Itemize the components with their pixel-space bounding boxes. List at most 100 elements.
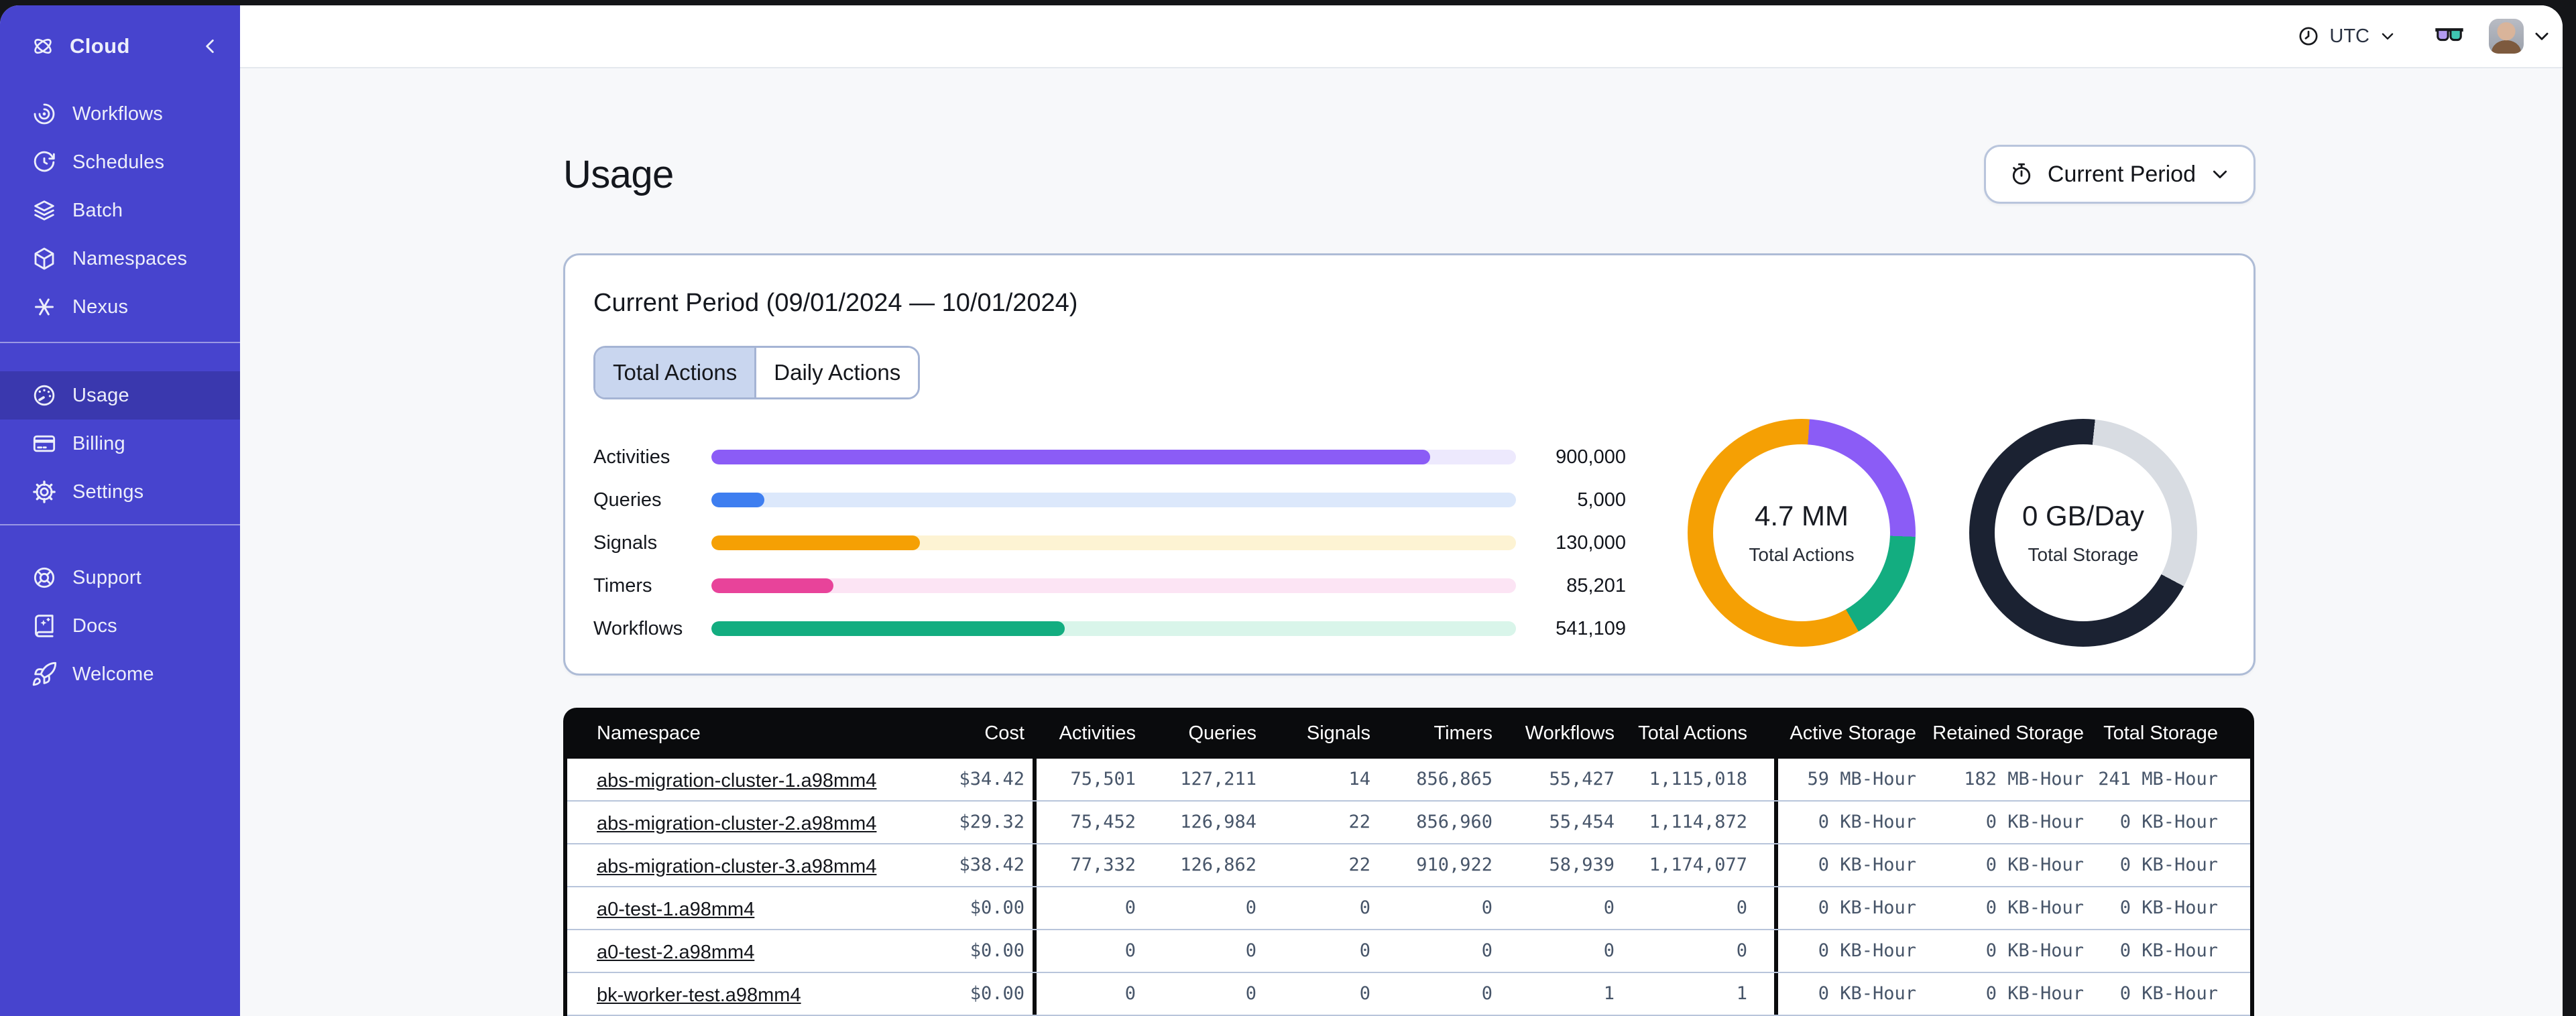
total-actions-donut: 4.7 MM Total Actions (1688, 419, 1916, 647)
sidebar-item-label: Schedules (72, 151, 165, 173)
bar-label: Signals (593, 531, 658, 554)
sidebar-item-label: Welcome (72, 663, 154, 685)
period-selector-button[interactable]: Current Period (1983, 145, 2256, 204)
stopwatch-icon (2009, 162, 2034, 187)
schedules-icon (31, 149, 58, 176)
col-header-retained-storage: Retained Storage (1932, 722, 2084, 744)
namespace-link[interactable]: a0-test-1.a98mm4 (597, 899, 755, 920)
namespace-link[interactable]: a0-test-2.a98mm4 (597, 942, 755, 963)
retained-storage-cell: 0 KB-Hour (1985, 854, 2084, 875)
sidebar-item-support[interactable]: Support (0, 554, 240, 602)
sidebar-item-billing[interactable]: Billing (0, 420, 240, 468)
namespace-cell: a0-test-1.a98mm4 (567, 887, 902, 929)
col-header-workflows: Workflows (1525, 722, 1615, 744)
col-header-timers: Timers (1433, 722, 1492, 744)
retained-storage-cell: 182 MB-Hour (1964, 769, 2084, 789)
bar-track (711, 493, 1516, 507)
timezone-selector[interactable]: UTC (2297, 25, 2396, 48)
signals-cell: 0 (1359, 940, 1370, 961)
bar-fill (711, 578, 834, 593)
namespace-link[interactable]: abs-migration-cluster-3.a98mm4 (597, 856, 877, 877)
active-storage-cell: 0 KB-Hour (1774, 930, 1924, 972)
page-title: Usage (563, 152, 674, 196)
col-header-activities: Activities (1033, 708, 1144, 759)
brand-label: Cloud (70, 34, 130, 58)
account-menu-button[interactable] (2532, 26, 2552, 46)
bar-label: Queries (593, 489, 662, 511)
sidebar-item-schedules[interactable]: Schedules (0, 138, 240, 186)
retained-storage-cell: 0 KB-Hour (1985, 897, 2084, 918)
chevron-down-icon (2379, 27, 2396, 45)
credit-card-icon (31, 430, 58, 457)
total-storage-cell: 0 KB-Hour (2119, 940, 2218, 961)
donut-label: Total Storage (2028, 544, 2139, 565)
active-storage-cell: 0 KB-Hour (1774, 844, 1924, 886)
sidebar-item-welcome[interactable]: Welcome (0, 650, 240, 698)
tab-total-actions[interactable]: Total Actions (595, 348, 755, 397)
layers-icon (31, 197, 58, 224)
timezone-value: UTC (2329, 25, 2369, 47)
bar-label: Activities (593, 446, 670, 468)
timers-cell: 856,960 (1416, 812, 1492, 832)
signals-cell: 22 (1348, 854, 1370, 875)
collapse-sidebar-button[interactable] (200, 36, 221, 57)
gear-icon (31, 479, 58, 505)
bar-row-activities: Activities 900,000 (593, 436, 2253, 479)
actions-tab-group: Total Actions Daily Actions (593, 346, 921, 399)
retained-storage-cell: 0 KB-Hour (1985, 940, 2084, 961)
workflows-icon (31, 101, 58, 127)
bar-label: Timers (593, 574, 652, 596)
queries-cell: 0 (1245, 983, 1256, 1004)
table-row: bk-worker-test.a98mm4 $0.00 0 0 0 0 1 1 … (567, 973, 2250, 1016)
sidebar-item-label: Billing (72, 432, 125, 454)
user-avatar[interactable] (2489, 19, 2524, 54)
workflows-cell: 55,454 (1549, 812, 1615, 832)
namespace-link[interactable]: abs-migration-cluster-1.a98mm4 (597, 770, 877, 791)
workflows-cell: 0 (1603, 897, 1615, 918)
col-header-cost: Cost (984, 722, 1024, 744)
sidebar-item-docs[interactable]: Docs (0, 602, 240, 650)
col-header-queries: Queries (1188, 722, 1256, 744)
sidebar-item-usage[interactable]: Usage (0, 371, 240, 420)
col-header-total-storage: Total Storage (2103, 722, 2218, 744)
asterisk-icon (31, 294, 58, 320)
sidebar: Cloud Workflows Schedu (0, 5, 240, 1016)
active-storage-cell: 0 KB-Hour (1774, 802, 1924, 843)
total-storage-donut: 0 GB/Day Total Storage (1969, 419, 2197, 647)
signals-cell: 14 (1348, 769, 1370, 789)
active-storage-cell: 0 KB-Hour (1774, 973, 1924, 1015)
glasses-feedback-button[interactable] (2434, 27, 2465, 45)
namespace-link[interactable]: abs-migration-cluster-2.a98mm4 (597, 813, 877, 834)
signals-cell: 22 (1348, 812, 1370, 832)
life-ring-icon (31, 564, 58, 591)
table-body: abs-migration-cluster-1.a98mm4 $34.42 75… (563, 759, 2254, 1016)
book-icon (31, 613, 58, 639)
temporal-logo-icon (30, 33, 56, 60)
sidebar-item-settings[interactable]: Settings (0, 468, 240, 516)
col-header-signals: Signals (1306, 722, 1370, 744)
bar-row-workflows: Workflows 541,109 (593, 607, 2253, 650)
total-actions-cell: 0 (1736, 897, 1747, 918)
activities-cell: 0 (1033, 930, 1144, 972)
total-storage-cell: 241 MB-Hour (2098, 769, 2218, 789)
sidebar-item-batch[interactable]: Batch (0, 186, 240, 235)
tab-daily-actions[interactable]: Daily Actions (754, 348, 919, 397)
bar-label: Workflows (593, 617, 683, 639)
bar-track (711, 450, 1516, 464)
donut-value: 4.7 MM (1754, 500, 1849, 531)
total-storage-cell: 0 KB-Hour (2119, 897, 2218, 918)
namespace-usage-table: Namespace Cost Activities Queries Signal… (563, 708, 2254, 1016)
bar-row-signals: Signals 130,000 (593, 521, 2253, 564)
sidebar-item-workflows[interactable]: Workflows (0, 90, 240, 138)
namespace-link[interactable]: bk-worker-test.a98mm4 (597, 985, 801, 1006)
namespace-cell: abs-migration-cluster-1.a98mm4 (567, 759, 902, 800)
cost-cell: $0.00 (970, 897, 1024, 918)
table-row: a0-test-2.a98mm4 $0.00 0 0 0 0 0 0 0 KB-… (567, 930, 2250, 973)
queries-cell: 0 (1245, 940, 1256, 961)
sidebar-item-namespaces[interactable]: Namespaces (0, 235, 240, 283)
sidebar-item-nexus[interactable]: Nexus (0, 283, 240, 331)
total-storage-cell: 0 KB-Hour (2119, 812, 2218, 832)
active-storage-cell: 0 KB-Hour (1774, 887, 1924, 929)
glasses-icon (2434, 27, 2465, 45)
